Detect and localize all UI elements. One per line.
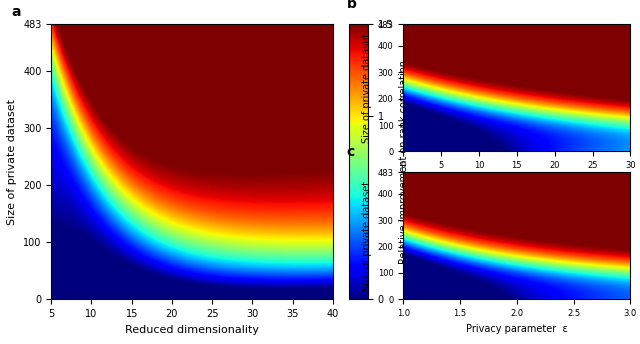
Y-axis label: Size of private dataset: Size of private dataset — [8, 99, 17, 225]
Text: c: c — [346, 145, 355, 159]
X-axis label: Privacy parameter  ε: Privacy parameter ε — [466, 324, 568, 334]
Y-axis label: Size of private dataset: Size of private dataset — [362, 181, 372, 291]
Text: b: b — [346, 0, 356, 11]
Text: a: a — [12, 4, 21, 19]
Y-axis label: Relative improvement on rank correlation: Relative improvement on rank correlation — [399, 60, 409, 264]
X-axis label: Size of non-private data: Size of non-private data — [458, 176, 575, 186]
Y-axis label: Size of private dataset: Size of private dataset — [362, 33, 372, 143]
X-axis label: Reduced dimensionality: Reduced dimensionality — [125, 324, 259, 335]
